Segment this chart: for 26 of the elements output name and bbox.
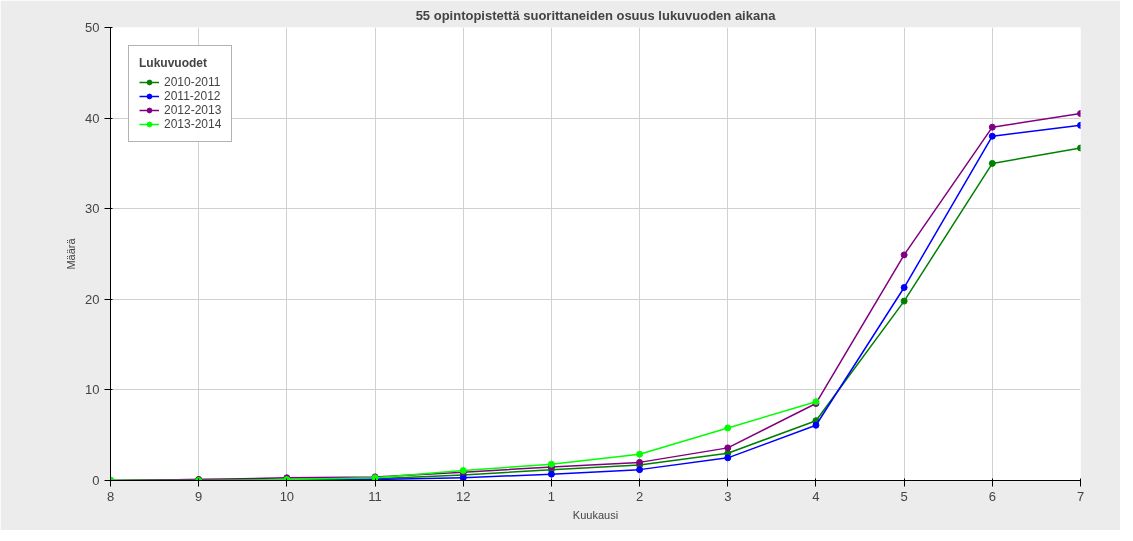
y-tick-label: 0 <box>92 473 100 488</box>
y-tick-label: 10 <box>85 382 100 398</box>
chart-title: 55 opintopistettä suorittaneiden osuus lukuvuoden aikana <box>415 7 777 23</box>
y-tick-label: 30 <box>85 201 100 217</box>
x-tick-label: 1 <box>547 488 556 504</box>
x-tick-label: 6 <box>988 488 996 504</box>
x-tick-label: 10 <box>279 488 295 504</box>
x-tick-label: 3 <box>724 488 732 504</box>
y-tick-label: 20 <box>85 291 100 307</box>
x-tick-label: 7 <box>1076 488 1085 504</box>
legend-label: 2013-2014 <box>164 117 222 131</box>
y-tick-label: 40 <box>85 110 100 126</box>
legend-label: 2012-2013 <box>164 103 222 117</box>
x-tick-label: 5 <box>900 488 908 504</box>
x-tick-label: 9 <box>195 488 203 504</box>
x-tick-label: 8 <box>106 488 115 504</box>
legend-label: 2010-2011 <box>164 75 221 89</box>
legend-title: Lukuvuodet <box>139 56 208 70</box>
legend-label: 2011-2012 <box>164 89 221 103</box>
y-tick-label: 50 <box>85 20 100 35</box>
x-tick-label: 4 <box>812 488 820 504</box>
x-tick-label: 11 <box>368 488 382 504</box>
y-axis-title: Määrä <box>65 237 78 270</box>
x-axis-title: Kuukausi <box>572 508 619 521</box>
x-tick-label: 2 <box>635 488 644 504</box>
x-tick-label: 12 <box>456 488 471 504</box>
